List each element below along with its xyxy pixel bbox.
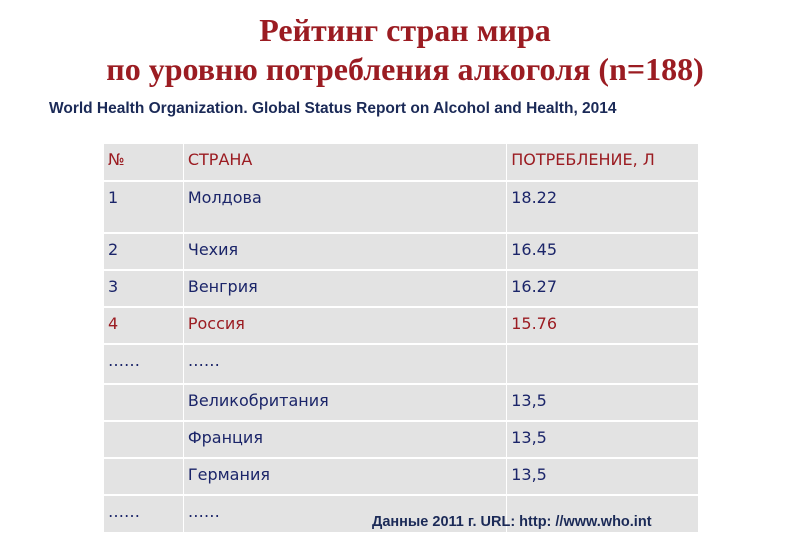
cell-consumption: 13,5 [506, 383, 699, 422]
table-header-row: № СТРАНА ПОТРЕБЛЕНИЕ, Л [103, 143, 699, 182]
cell-country: Россия [182, 306, 508, 345]
table-row: Германия 13,5 [103, 457, 699, 496]
cell-consumption: 15.76 [506, 306, 699, 345]
cell-country: Молдова [182, 180, 508, 234]
cell-consumption: 16.45 [506, 232, 699, 271]
table-row-ellipsis: …… …… [103, 343, 699, 385]
cell-rank: …… [103, 494, 184, 534]
page-title-line-1: Рейтинг стран мира [259, 12, 551, 48]
cell-rank: 4 [103, 306, 184, 345]
header-country: СТРАНА [182, 143, 508, 182]
cell-country: Франция [182, 420, 508, 459]
cell-country: Германия [182, 457, 508, 496]
table-row: 2 Чехия 16.45 [103, 232, 699, 271]
cell-consumption: 13,5 [506, 420, 699, 459]
cell-rank: …… [103, 343, 184, 385]
cell-rank: 3 [103, 269, 184, 308]
table-row: Франция 13,5 [103, 420, 699, 459]
cell-consumption: 16.27 [506, 269, 699, 308]
table-row-highlighted: 4 Россия 15.76 [103, 306, 699, 345]
cell-rank: 2 [103, 232, 184, 271]
data-source-footer: Данные 2011 г. URL: http: //www.who.int [372, 514, 652, 530]
cell-rank [103, 457, 184, 496]
cell-consumption: 13,5 [506, 457, 699, 496]
cell-rank [103, 420, 184, 459]
cell-rank: 1 [103, 180, 184, 234]
cell-country: …… [182, 343, 508, 385]
cell-consumption [506, 494, 699, 534]
cell-country: Венгрия [182, 269, 508, 308]
table-row: 3 Венгрия 16.27 [103, 269, 699, 308]
cell-rank [103, 383, 184, 422]
table-row: Великобритания 13,5 [103, 383, 699, 422]
table-row-ellipsis: …… …… [103, 494, 699, 534]
cell-country: Чехия [182, 232, 508, 271]
source-citation: World Health Organization. Global Status… [49, 100, 617, 117]
cell-consumption [506, 343, 699, 385]
rating-table: № СТРАНА ПОТРЕБЛЕНИЕ, Л 1 Молдова 18.22 … [103, 143, 699, 534]
page-title-line-2: по уровню потребления алкоголя (n=188) [106, 51, 704, 87]
header-consumption: ПОТРЕБЛЕНИЕ, Л [506, 143, 699, 182]
table-row: 1 Молдова 18.22 [103, 180, 699, 234]
cell-consumption: 18.22 [506, 180, 699, 234]
cell-country: Великобритания [182, 383, 508, 422]
cell-country: …… [182, 494, 508, 534]
header-number: № [103, 143, 184, 182]
